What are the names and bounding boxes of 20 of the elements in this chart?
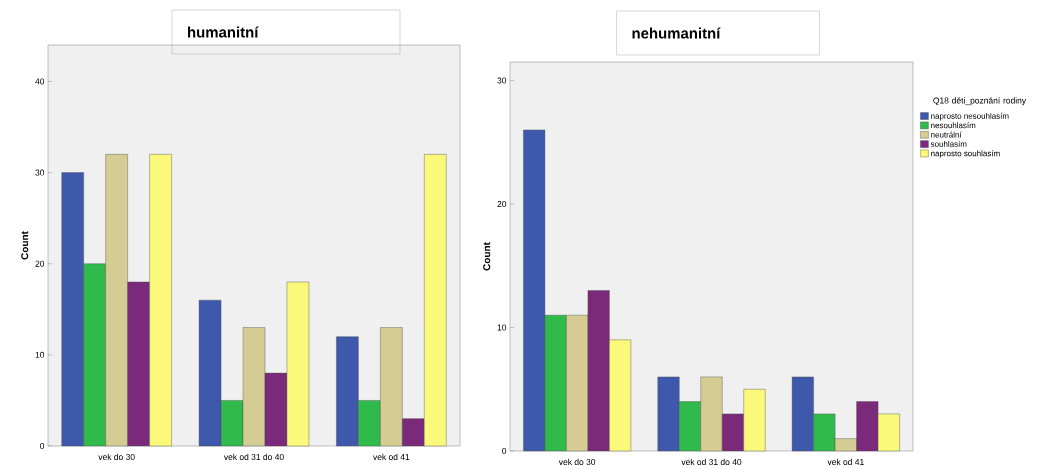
x-tick-label: vek od 31 do 40 xyxy=(681,458,742,465)
y-tick-label: 20 xyxy=(497,201,507,208)
chart-title: nehumanitní xyxy=(632,27,721,39)
x-tick-label: vek od 41 xyxy=(827,458,864,465)
y-tick-label: 30 xyxy=(35,169,45,176)
y-tick-label: 0 xyxy=(502,448,507,454)
y-tick-label: 20 xyxy=(35,260,45,267)
y-tick-label: 0 xyxy=(40,443,45,449)
y-axis-title: Count xyxy=(483,242,491,271)
y-tick-label: 10 xyxy=(497,324,507,331)
x-tick-label: vek do 30 xyxy=(558,458,596,465)
legend-title: Q18 děti_poznání rodiny xyxy=(933,97,1027,106)
x-tick-label: vek od 41 xyxy=(373,453,410,460)
x-tick-label: vek od 31 do 40 xyxy=(223,453,284,460)
chart-title: humanitní xyxy=(188,26,259,38)
y-tick-label: 10 xyxy=(35,351,45,358)
y-axis-title: Count xyxy=(21,231,29,260)
x-tick-label: vek do 30 xyxy=(98,453,135,460)
y-tick-label: 40 xyxy=(35,78,45,85)
y-tick-label: 30 xyxy=(497,77,507,84)
